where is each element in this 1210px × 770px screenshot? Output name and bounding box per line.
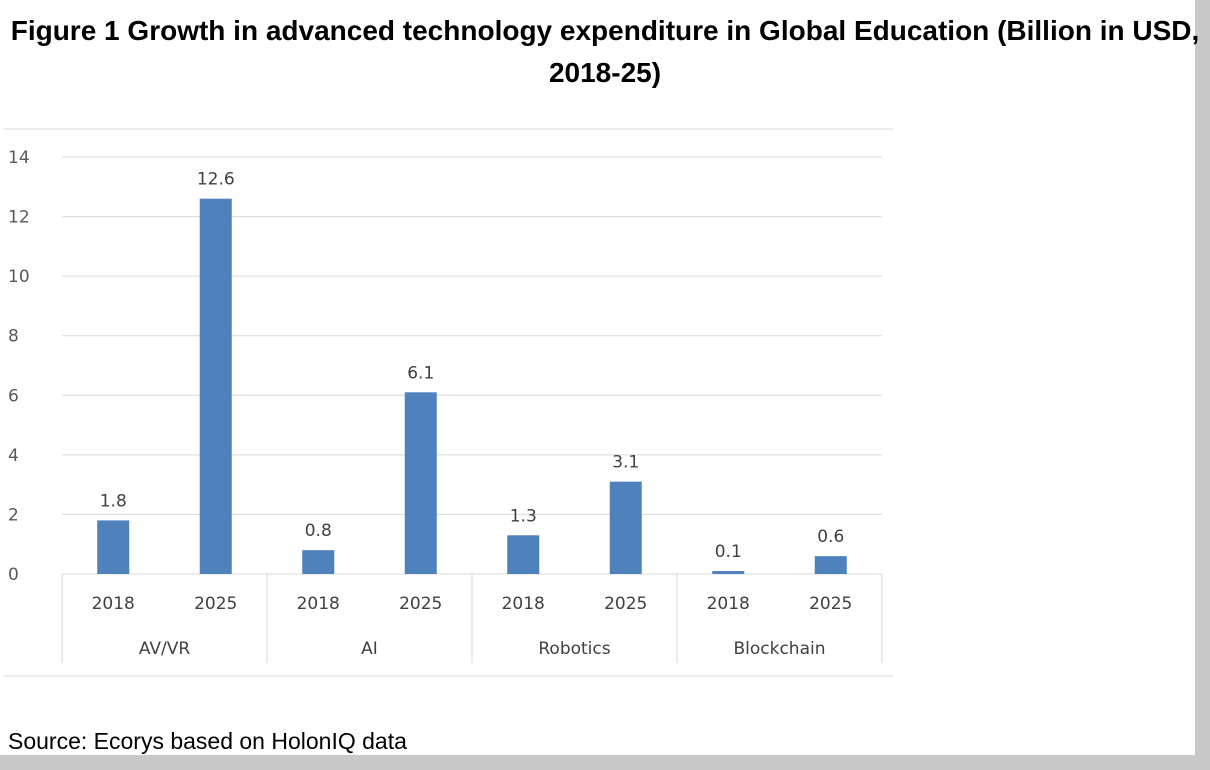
y-tick-label: 6 (8, 386, 19, 406)
data-label: 12.6 (197, 170, 235, 190)
bar (302, 550, 335, 574)
x-tick-label: 2025 (194, 594, 237, 614)
x-tick-label: 2018 (707, 594, 750, 614)
y-tick-label: 0 (8, 565, 19, 585)
y-tick-label: 2 (8, 505, 19, 525)
y-tick-label: 10 (8, 267, 30, 287)
data-label: 0.8 (305, 521, 332, 541)
x-tick-label: 2018 (502, 594, 545, 614)
bar (609, 481, 642, 574)
bar (199, 198, 232, 574)
source-note: Source: Ecorys based on HolonIQ data (8, 728, 407, 754)
x-tick-label: 2025 (604, 594, 647, 614)
chart-title: Figure 1 Growth in advanced technology e… (10, 15, 1200, 88)
data-label: 0.1 (715, 542, 742, 562)
y-tick-label: 8 (8, 327, 19, 347)
bar (97, 520, 130, 574)
data-label: 1.3 (510, 506, 537, 526)
group-label: Robotics (538, 639, 610, 659)
bar (712, 571, 745, 574)
data-label: 1.8 (100, 491, 127, 511)
bar (814, 556, 847, 574)
group-label: Blockchain (733, 639, 825, 659)
x-tick-label: 2018 (92, 594, 135, 614)
y-tick-label: 4 (8, 446, 19, 466)
group-label: AV/VR (139, 639, 191, 659)
y-tick-label: 14 (8, 148, 30, 168)
data-label: 3.1 (612, 453, 639, 473)
data-label: 6.1 (407, 363, 434, 383)
figure-panel (0, 0, 1195, 755)
x-tick-label: 2025 (399, 594, 442, 614)
bar (404, 392, 437, 574)
y-tick-label: 12 (8, 208, 30, 228)
bar (507, 535, 540, 574)
data-label: 0.6 (817, 527, 844, 547)
x-tick-label: 2025 (809, 594, 852, 614)
x-tick-label: 2018 (297, 594, 340, 614)
group-label: AI (361, 639, 378, 659)
